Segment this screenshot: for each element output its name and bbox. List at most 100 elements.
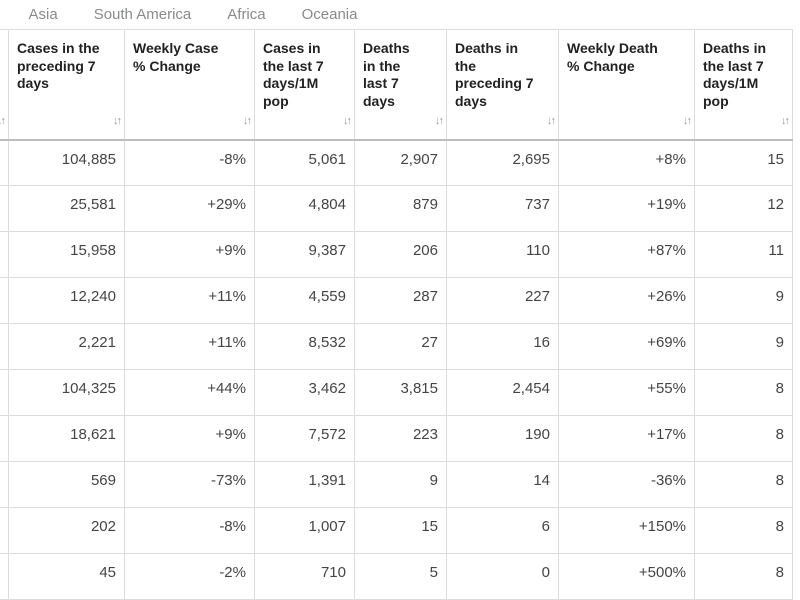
cell-wk_death: +17% (559, 416, 695, 462)
tab-oceania[interactable]: Oceania (302, 6, 358, 23)
tab-asia[interactable]: Asia (29, 6, 58, 23)
cell-deaths_prev: 0 (447, 554, 559, 600)
cell-deaths_prev: 16 (447, 324, 559, 370)
column-label: Deaths in the last 7 days/1M pop (703, 40, 784, 110)
table-row: 4412,240+11%4,559287227+26%9 (0, 278, 793, 324)
cell-wk_case: +11% (125, 278, 255, 324)
column-header-deaths-7-per-1m[interactable]: Deaths in the last 7 days/1M pop ↓↑ (695, 30, 793, 140)
cell-cases7m: 1,007 (255, 508, 355, 554)
sort-icon[interactable]: ↓↑ (243, 115, 250, 129)
cell-deaths7m: 8 (695, 462, 793, 508)
cell-deaths7m: 8 (695, 554, 793, 600)
sort-icon[interactable]: ↓↑ (781, 115, 788, 129)
cell-deaths7: 15 (355, 508, 447, 554)
cell-cases7m: 4,804 (255, 186, 355, 232)
table-row: 562,221+11%8,5322716+69%9 (0, 324, 793, 370)
cell-wk_death: -36% (559, 462, 695, 508)
cell-wk_death: +150% (559, 508, 695, 554)
cell-deaths7m: 11 (695, 232, 793, 278)
covid-stats-table: ↓↑ Cases in the preceding 7 days ↓↑ Week… (0, 29, 793, 600)
cell-partial: 95 (0, 140, 9, 186)
cell-wk_case: +44% (125, 370, 255, 416)
cell-cases_prev: 569 (9, 462, 125, 508)
region-tabs: erica Asia South America Africa Oceania (0, 0, 800, 29)
cell-deaths7m: 12 (695, 186, 793, 232)
cell-cases7m: 5,061 (255, 140, 355, 186)
column-header-weekly-death-change[interactable]: Weekly Death % Change ↓↑ (559, 30, 695, 140)
cell-partial: 44 (0, 278, 9, 324)
cell-wk_case: -73% (125, 462, 255, 508)
cell-wk_case: -2% (125, 554, 255, 600)
cell-cases_prev: 25,581 (9, 186, 125, 232)
cell-deaths_prev: 190 (447, 416, 559, 462)
table-row: 5025,581+29%4,804879737+19%12 (0, 186, 793, 232)
cell-cases7m: 710 (255, 554, 355, 600)
cell-deaths7: 287 (355, 278, 447, 324)
table-row: 86202-8%1,007156+150%8 (0, 508, 793, 554)
sort-icon[interactable]: ↓↑ (0, 115, 4, 129)
table-body: 95104,885-8%5,0612,9072,695+8%155025,581… (0, 140, 793, 600)
cell-deaths_prev: 110 (447, 232, 559, 278)
cell-deaths7: 27 (355, 324, 447, 370)
cell-cases7m: 7,572 (255, 416, 355, 462)
sort-icon[interactable]: ↓↑ (683, 115, 690, 129)
cell-cases_prev: 18,621 (9, 416, 125, 462)
cell-partial: 46 (0, 232, 9, 278)
cell-wk_death: +69% (559, 324, 695, 370)
cell-wk_case: -8% (125, 508, 255, 554)
column-label: Deaths in the last 7 days (363, 40, 438, 110)
table-row: 4615,958+9%9,387206110+87%11 (0, 232, 793, 278)
cell-partial: 50 (0, 186, 9, 232)
cell-deaths7m: 8 (695, 508, 793, 554)
column-header-cases-7-per-1m[interactable]: Cases in the last 7 days/1M pop ↓↑ (255, 30, 355, 140)
cell-wk_case: +9% (125, 232, 255, 278)
cell-partial: 55 (0, 462, 9, 508)
sort-icon[interactable]: ↓↑ (435, 115, 442, 129)
cell-wk_case: +11% (125, 324, 255, 370)
column-label: Deaths in the preceding 7 days (455, 40, 550, 110)
cell-cases_prev: 202 (9, 508, 125, 554)
cell-deaths7: 206 (355, 232, 447, 278)
cell-deaths7: 223 (355, 416, 447, 462)
cell-wk_death: +19% (559, 186, 695, 232)
tab-south-america[interactable]: South America (94, 6, 192, 23)
cell-cases_prev: 12,240 (9, 278, 125, 324)
column-header-weekly-case-change[interactable]: Weekly Case % Change ↓↑ (125, 30, 255, 140)
cell-deaths7m: 8 (695, 416, 793, 462)
cell-partial: 33 (0, 416, 9, 462)
cell-deaths_prev: 737 (447, 186, 559, 232)
cell-cases_prev: 104,325 (9, 370, 125, 416)
cell-deaths7: 9 (355, 462, 447, 508)
cell-deaths_prev: 6 (447, 508, 559, 554)
cell-partial: 44 (0, 554, 9, 600)
cell-partial: 86 (0, 508, 9, 554)
tab-africa[interactable]: Africa (227, 6, 265, 23)
table-row: 55569-73%1,391914-36%8 (0, 462, 793, 508)
cell-wk_case: -8% (125, 140, 255, 186)
table-row: 4445-2%71050+500%8 (0, 554, 793, 600)
cell-deaths7: 5 (355, 554, 447, 600)
cell-wk_death: +87% (559, 232, 695, 278)
cell-cases7m: 3,462 (255, 370, 355, 416)
cell-deaths7m: 9 (695, 324, 793, 370)
cell-deaths_prev: 227 (447, 278, 559, 324)
column-header-deaths-preceding-7[interactable]: Deaths in the preceding 7 days ↓↑ (447, 30, 559, 140)
column-label: Weekly Case % Change (133, 40, 246, 75)
cell-partial: 04 (0, 370, 9, 416)
column-header-cases-preceding-7[interactable]: Cases in the preceding 7 days ↓↑ (9, 30, 125, 140)
cell-deaths7: 2,907 (355, 140, 447, 186)
cell-cases7m: 8,532 (255, 324, 355, 370)
cell-deaths_prev: 2,454 (447, 370, 559, 416)
cell-wk_death: +500% (559, 554, 695, 600)
sort-icon[interactable]: ↓↑ (343, 115, 350, 129)
sort-icon[interactable]: ↓↑ (113, 115, 120, 129)
column-header-partial[interactable]: ↓↑ (0, 30, 9, 140)
cell-deaths7: 879 (355, 186, 447, 232)
column-header-deaths-last-7[interactable]: Deaths in the last 7 days ↓↑ (355, 30, 447, 140)
cell-wk_death: +55% (559, 370, 695, 416)
cell-wk_case: +9% (125, 416, 255, 462)
cell-cases7m: 1,391 (255, 462, 355, 508)
cell-deaths_prev: 14 (447, 462, 559, 508)
sort-icon[interactable]: ↓↑ (547, 115, 554, 129)
cell-cases7m: 4,559 (255, 278, 355, 324)
